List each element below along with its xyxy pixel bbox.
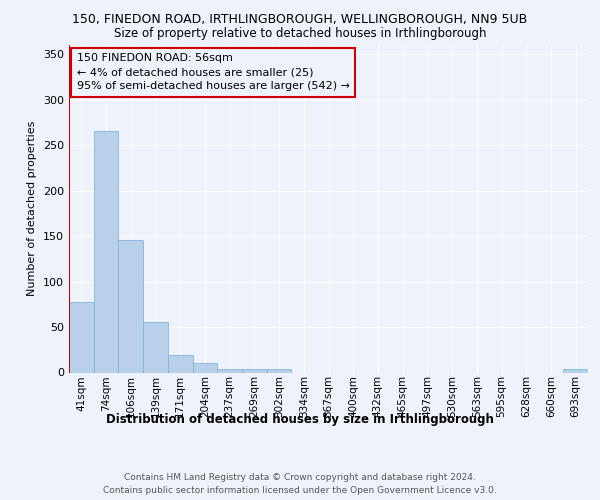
Text: Size of property relative to detached houses in Irthlingborough: Size of property relative to detached ho… [114, 28, 486, 40]
Y-axis label: Number of detached properties: Number of detached properties [28, 121, 37, 296]
Bar [143, 322, 168, 372]
Bar [217, 369, 242, 372]
Bar [94, 132, 118, 372]
Text: Contains public sector information licensed under the Open Government Licence v3: Contains public sector information licen… [103, 486, 497, 495]
Text: 150, FINEDON ROAD, IRTHLINGBOROUGH, WELLINGBOROUGH, NN9 5UB: 150, FINEDON ROAD, IRTHLINGBOROUGH, WELL… [73, 12, 527, 26]
Text: Contains HM Land Registry data © Crown copyright and database right 2024.: Contains HM Land Registry data © Crown c… [124, 472, 476, 482]
Bar [193, 364, 217, 372]
Bar [563, 369, 588, 372]
Bar [242, 369, 267, 372]
Text: Distribution of detached houses by size in Irthlingborough: Distribution of detached houses by size … [106, 412, 494, 426]
Bar [267, 369, 292, 372]
Bar [69, 302, 94, 372]
Bar [168, 355, 193, 372]
Text: 150 FINEDON ROAD: 56sqm
← 4% of detached houses are smaller (25)
95% of semi-det: 150 FINEDON ROAD: 56sqm ← 4% of detached… [77, 53, 350, 91]
Bar [118, 240, 143, 372]
